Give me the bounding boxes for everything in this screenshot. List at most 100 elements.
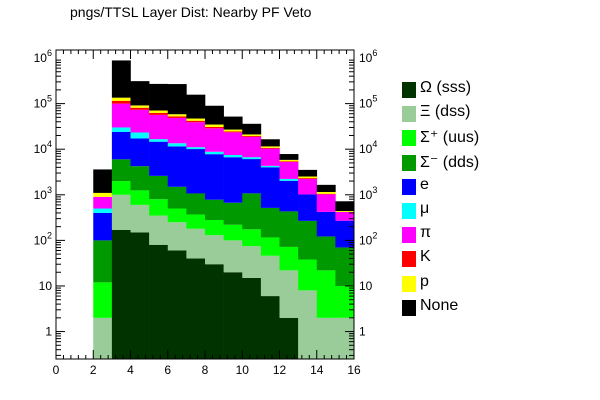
legend-label: Ω (sss) <box>420 79 472 96</box>
bar-segment-6-bin-14 <box>316 194 336 212</box>
bar-segment-9-bin-7 <box>186 94 206 119</box>
bar-segment-6-bin-15 <box>335 211 355 221</box>
y-tick-base: 1 <box>359 325 366 339</box>
bar-segment-7-bin-10 <box>242 136 262 137</box>
bar-segment-2-bin-12 <box>279 246 299 271</box>
legend-label: Σ⁺ (uus) <box>420 129 480 147</box>
bar-segment-2-bin-5 <box>149 199 169 216</box>
y-tick-label: 102 <box>34 230 52 247</box>
bar-segment-1-bin-9 <box>223 240 243 273</box>
bar-segment-4-bin-11 <box>260 167 280 208</box>
bar-segment-4-bin-3 <box>111 131 131 160</box>
bar-segment-8-bin-10 <box>242 134 262 136</box>
bar-segment-7-bin-14 <box>316 193 336 195</box>
bar-segment-4-bin-8 <box>205 154 224 200</box>
bar-segment-2-bin-14 <box>316 270 336 318</box>
bar-segment-3-bin-15 <box>335 247 355 286</box>
bar-segment-0-bin-4 <box>130 232 150 359</box>
bar-segment-4-bin-15 <box>335 220 355 248</box>
bar-segment-4-bin-12 <box>279 180 299 212</box>
bar-segment-8-bin-11 <box>260 146 280 148</box>
y-tick-exponent: 5 <box>47 94 52 104</box>
x-tick-label: 0 <box>53 363 60 377</box>
bar-segment-4-bin-10 <box>242 159 262 194</box>
bar-segment-6-bin-13 <box>298 179 318 195</box>
y-tick-base: 10 <box>359 51 373 65</box>
bar-segment-8-bin-5 <box>149 110 169 113</box>
bar-segment-7-bin-4 <box>130 107 150 110</box>
y-tick-exponent: 2 <box>47 230 52 240</box>
y-tick-base: 10 <box>359 188 373 202</box>
bar-segment-6-bin-5 <box>149 114 169 140</box>
bar-segment-3-bin-6 <box>167 186 187 209</box>
legend-swatch <box>402 251 416 268</box>
y-tick-label-right: 102 <box>359 230 377 247</box>
bar-segment-1-bin-4 <box>130 204 150 233</box>
legend-label: K <box>420 248 431 266</box>
y-tick-exponent: 3 <box>47 185 52 195</box>
bar-segment-6-bin-9 <box>223 132 243 155</box>
y-tick-base: 10 <box>359 279 373 293</box>
bar-segment-9-bin-10 <box>242 123 262 135</box>
bar-segment-8-bin-7 <box>186 118 206 121</box>
bar-segment-4-bin-13 <box>298 194 318 221</box>
x-tick-label: 10 <box>236 363 250 377</box>
bar-segment-9-bin-5 <box>149 83 169 111</box>
legend-swatch <box>402 154 416 171</box>
y-tick-label-right: 106 <box>359 48 377 65</box>
y-tick-label-right: 105 <box>359 94 377 111</box>
bar-segment-9-bin-11 <box>260 139 280 147</box>
y-tick-label-right: 10 <box>359 279 373 293</box>
y-tick-base: 10 <box>34 233 48 247</box>
chart-title: pngs/TTSL Layer Dist: Nearby PF Veto <box>70 4 312 20</box>
bar-segment-4-bin-6 <box>167 146 187 187</box>
bar-segment-5-bin-4 <box>130 132 150 139</box>
bar-segment-9-bin-4 <box>130 81 150 106</box>
bar-segment-1-bin-2 <box>93 317 113 359</box>
y-tick-label-right: 104 <box>359 139 377 156</box>
x-tick-label: 6 <box>164 363 171 377</box>
bar-segment-1-bin-11 <box>260 255 280 297</box>
legend-swatch <box>402 130 416 147</box>
legend-label: p <box>420 272 429 290</box>
bar-segment-4-bin-9 <box>223 157 243 203</box>
bar-segment-9-bin-15 <box>335 201 355 212</box>
bar-segment-0-bin-9 <box>223 272 243 359</box>
bar-segment-0-bin-8 <box>205 264 224 359</box>
bar-segment-4-bin-7 <box>186 149 206 194</box>
bar-segment-2-bin-3 <box>111 181 131 195</box>
bar-segment-3-bin-2 <box>93 240 113 283</box>
bar-segment-4-bin-2 <box>93 212 113 241</box>
x-tick-label: 16 <box>347 363 361 377</box>
bar-segment-1-bin-3 <box>111 194 131 230</box>
bar-segment-6-bin-11 <box>260 148 280 166</box>
legend-swatch <box>402 299 416 316</box>
bar-segment-5-bin-7 <box>186 147 206 150</box>
bar-segment-6-bin-7 <box>186 122 206 148</box>
bar-segment-3-bin-14 <box>316 236 336 271</box>
bar-segment-5-bin-5 <box>149 139 169 142</box>
bar-segment-6-bin-10 <box>242 136 262 158</box>
legend-label: e <box>420 175 429 193</box>
bar-segment-3-bin-7 <box>186 193 206 215</box>
y-tick-base: 10 <box>34 188 48 202</box>
bar-segment-1-bin-15 <box>335 317 355 359</box>
x-tick-label: 14 <box>310 363 324 377</box>
legend-swatch <box>402 202 416 219</box>
bar-segment-0-bin-6 <box>167 250 187 359</box>
y-tick-base: 10 <box>359 97 373 111</box>
bar-segment-8-bin-3 <box>111 97 131 101</box>
legend-label: Ξ (dss) <box>420 103 471 121</box>
bar-segment-8-bin-12 <box>279 159 299 162</box>
bar-segment-1-bin-5 <box>149 215 169 245</box>
y-tick-label: 1 <box>45 325 52 339</box>
bar-segment-9-bin-13 <box>298 169 318 177</box>
x-tick-label: 2 <box>90 363 97 377</box>
bar-segment-5-bin-2 <box>93 208 113 213</box>
bar-segment-9-bin-6 <box>167 84 187 115</box>
y-tick-exponent: 6 <box>47 48 52 58</box>
bar-segment-9-bin-2 <box>93 169 113 193</box>
bar-segment-2-bin-13 <box>298 259 318 291</box>
legend-swatch <box>402 106 416 123</box>
